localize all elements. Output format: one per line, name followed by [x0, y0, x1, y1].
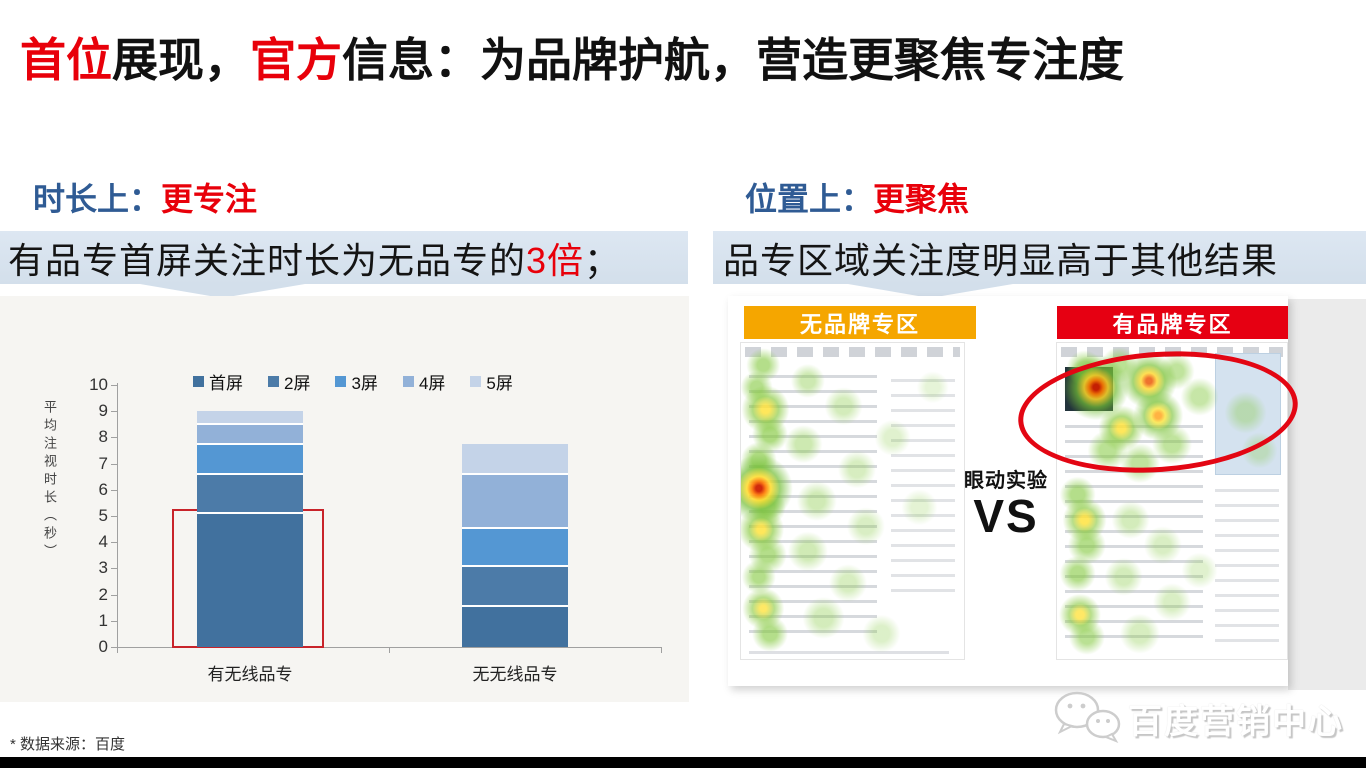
bar-segment-3屏	[197, 443, 303, 475]
legend-item-首屏: 首屏	[193, 369, 243, 394]
subtitle-ribbon-right: 品专区域关注度明显高于其他结果	[713, 231, 1366, 284]
chart-legend: 首屏 2屏 3屏 4屏 5屏	[193, 369, 513, 394]
chart-y-tick-label: 3	[98, 558, 108, 578]
chart-y-tick-label: 10	[89, 375, 108, 394]
chart-y-tick-label: 9	[98, 401, 108, 421]
banner-no-brandzone: 无品牌专区	[744, 306, 976, 339]
chart-y-tick-label: 4	[98, 532, 108, 552]
heatmap-with-brandzone	[1056, 342, 1288, 660]
chart-y-tick-mark	[111, 516, 117, 517]
section-header-position: 位置上：更聚焦	[745, 174, 969, 220]
bar-segment-separator	[197, 512, 303, 515]
heatmap-overlay	[1057, 343, 1287, 659]
bar-segment-5屏	[462, 443, 568, 475]
legend-swatch	[335, 376, 347, 387]
chart-y-tick-mark	[111, 437, 117, 439]
bar-segment-separator	[462, 564, 568, 567]
bar-segment-首屏	[197, 513, 303, 647]
chart-y-axis-line	[117, 383, 118, 648]
gray-backdrop	[1288, 299, 1366, 690]
chart-y-tick-mark	[111, 594, 117, 596]
eye-tracking-label: 眼动实验	[964, 470, 1048, 492]
section-header-position-highlight: 更聚焦	[873, 181, 970, 217]
section-header-duration: 时长上：更专注	[33, 174, 257, 220]
bar-segment-2屏	[197, 474, 303, 514]
chart-y-tick-mark	[111, 620, 117, 622]
watermark-baidu-marketing-center: 百度营销中心	[1128, 703, 1344, 741]
wechat-bubbles-icon	[1050, 688, 1126, 751]
chart-y-tick-mark	[111, 463, 117, 465]
text-segment: 3倍	[526, 239, 585, 281]
bar-segment-5屏	[197, 411, 303, 425]
data-source-footnote: * 数据来源：百度	[10, 736, 126, 753]
chart-x-tick	[117, 648, 118, 653]
legend-item-3屏: 3屏	[335, 369, 378, 394]
chart-y-tick-label: 1	[98, 610, 108, 630]
chart-y-tick-label: 5	[98, 506, 108, 525]
bar-segment-separator	[462, 526, 568, 529]
chart-category-label: 有无线品专	[207, 665, 293, 684]
bar-segment-4屏	[197, 424, 303, 444]
legend-label: 3屏	[351, 374, 378, 393]
legend-swatch	[268, 376, 279, 387]
bar-segment-separator	[197, 473, 303, 476]
chart-x-tick	[661, 648, 662, 653]
legend-label: 2屏	[284, 374, 311, 393]
bar-segment-首屏	[462, 606, 568, 647]
legend-label: 首屏	[209, 374, 243, 393]
text-segment: 有品专首屏关注时长为无品专的	[8, 239, 527, 281]
chart-y-tick-label: 6	[98, 479, 108, 499]
chart-y-tick-label: 2	[98, 584, 108, 604]
banner-with-brandzone: 有品牌专区	[1057, 306, 1288, 339]
heatmap-overlay	[741, 343, 964, 659]
legend-item-5屏: 5屏	[470, 369, 513, 394]
chart-y-tick-label: 0	[98, 637, 108, 656]
chart-x-tick	[389, 648, 390, 653]
chart-y-tick-label: 8	[98, 427, 108, 447]
page-title: 首位展现，官方信息：为品牌护航，营造更聚焦专注度	[20, 24, 1350, 90]
legend-label: 5屏	[486, 374, 513, 393]
legend-swatch	[402, 376, 414, 387]
chart-y-tick-mark	[111, 568, 117, 570]
bar-segment-3屏	[462, 527, 568, 566]
text-segment: 官方	[250, 34, 342, 86]
chart-y-tick-mark	[111, 411, 117, 413]
chart-y-tick-mark	[111, 542, 117, 544]
section-header-duration-prefix: 时长上：	[33, 181, 162, 217]
legend-label: 4屏	[418, 374, 446, 393]
bar-segment-separator	[197, 423, 303, 426]
legend-swatch	[193, 376, 204, 387]
ribbon-notch-left	[140, 284, 305, 298]
text-segment: ；	[584, 239, 622, 281]
bar-segment-separator	[462, 605, 568, 608]
heatmap-no-brandzone	[740, 342, 965, 660]
bar-segment-separator	[462, 473, 568, 476]
text-segment: 展现，	[112, 34, 250, 86]
chart-y-tick-label: 7	[98, 453, 108, 473]
bottom-black-bar	[0, 757, 1366, 768]
legend-swatch	[470, 376, 482, 387]
chart-panel	[0, 296, 689, 702]
vs-block: 眼动实验 VS	[956, 464, 1056, 539]
chart-y-tick-mark	[111, 647, 117, 648]
chart-y-tick-mark	[111, 489, 117, 491]
chart-x-axis-line	[117, 647, 662, 648]
bar-segment-4屏	[462, 474, 568, 528]
legend-item-4屏: 4屏	[402, 369, 446, 394]
ribbon-notch-right	[848, 284, 1013, 298]
text-segment: 品专区域关注度明显高于其他结果	[723, 239, 1279, 281]
legend-item-2屏: 2屏	[268, 369, 310, 394]
chart-y-axis-label: 平均注视时长（秒）	[42, 400, 57, 562]
chart-y-tick-mark	[111, 385, 117, 386]
text-segment: 首位	[20, 34, 112, 86]
subtitle-ribbon-left: 有品专首屏关注时长为无品专的 3倍；	[0, 231, 688, 284]
section-header-duration-highlight: 更专注	[161, 181, 258, 217]
section-header-position-prefix: 位置上：	[745, 181, 874, 217]
chart-category-label: 无无线品专	[472, 665, 558, 684]
text-segment: 信息：为品牌护航，营造更聚焦专注度	[342, 34, 1124, 86]
bar-segment-2屏	[462, 565, 568, 607]
vs-label: VS	[973, 490, 1039, 542]
bar-segment-separator	[197, 442, 303, 445]
